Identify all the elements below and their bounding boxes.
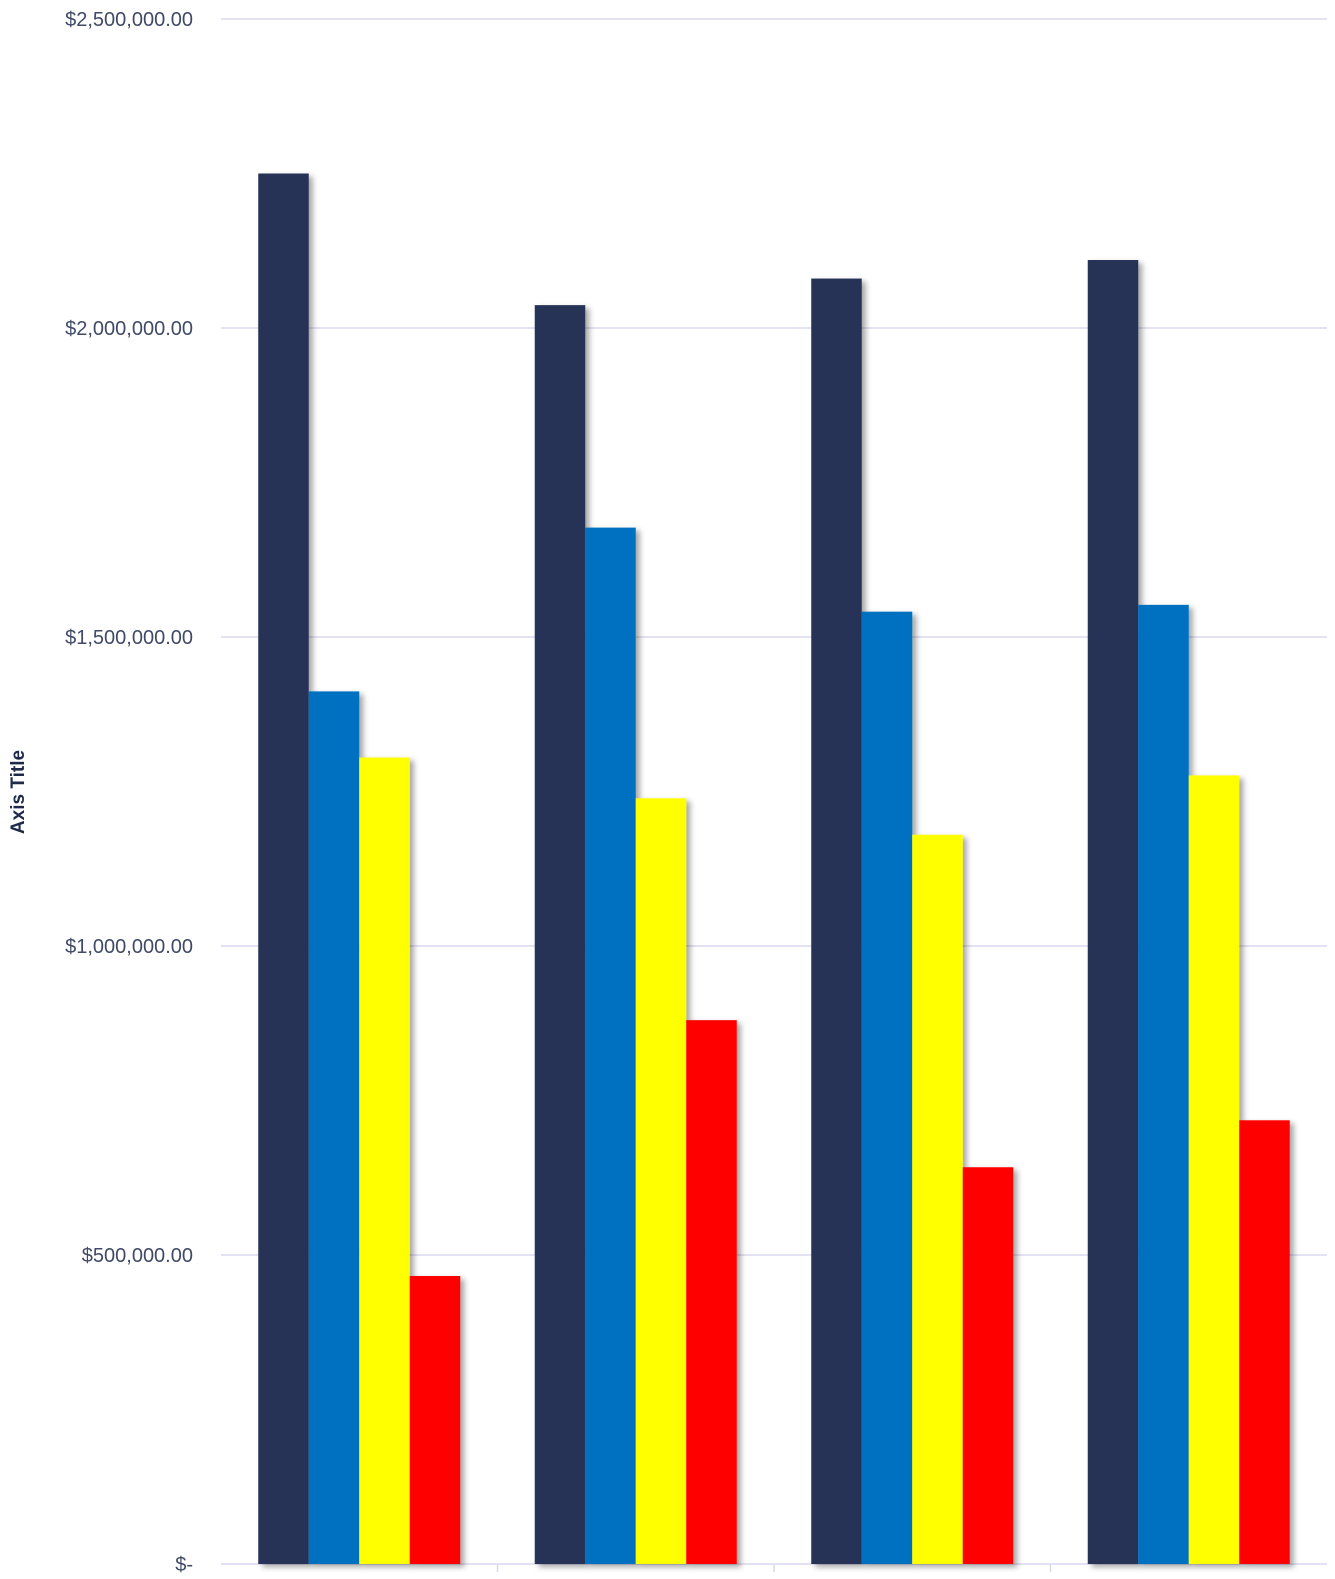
y-tick-label-0: $-: [175, 1554, 193, 1576]
bar-0-3: [409, 1276, 461, 1564]
y-tick-label-2: $1,000,000.00: [65, 936, 193, 958]
bar-2-1: [861, 611, 913, 1564]
bar-0-2: [359, 757, 410, 1564]
y-axis-tick-labels: $- $500,000.00 $1,000,000.00 $1,500,000.00 $…: [65, 9, 193, 1576]
bar-3-1: [1138, 604, 1189, 1564]
y-tick-label-3: $1,500,000.00: [65, 627, 193, 649]
y-tick-label-4: $2,000,000.00: [65, 318, 193, 340]
bar-0-0: [258, 173, 309, 1564]
bar-3-3: [1239, 1120, 1290, 1564]
bar-1-2: [635, 798, 687, 1564]
x-axis: [221, 1563, 1327, 1572]
bar-1-1: [585, 527, 636, 1564]
y-axis-title: Axis Title: [8, 750, 29, 834]
y-tick-label-5: $2,500,000.00: [65, 9, 193, 31]
bar-2-0: [811, 278, 862, 1564]
bar-0-1: [308, 691, 360, 1564]
bar-3-2: [1188, 775, 1240, 1564]
y-tick-label-1: $500,000.00: [82, 1245, 193, 1267]
bar-2-2: [912, 834, 963, 1564]
bar-1-3: [686, 1020, 737, 1564]
bar-2-3: [962, 1167, 1014, 1564]
bar-1-0: [534, 305, 586, 1564]
bars: [258, 173, 1290, 1564]
bar-3-0: [1087, 260, 1139, 1564]
